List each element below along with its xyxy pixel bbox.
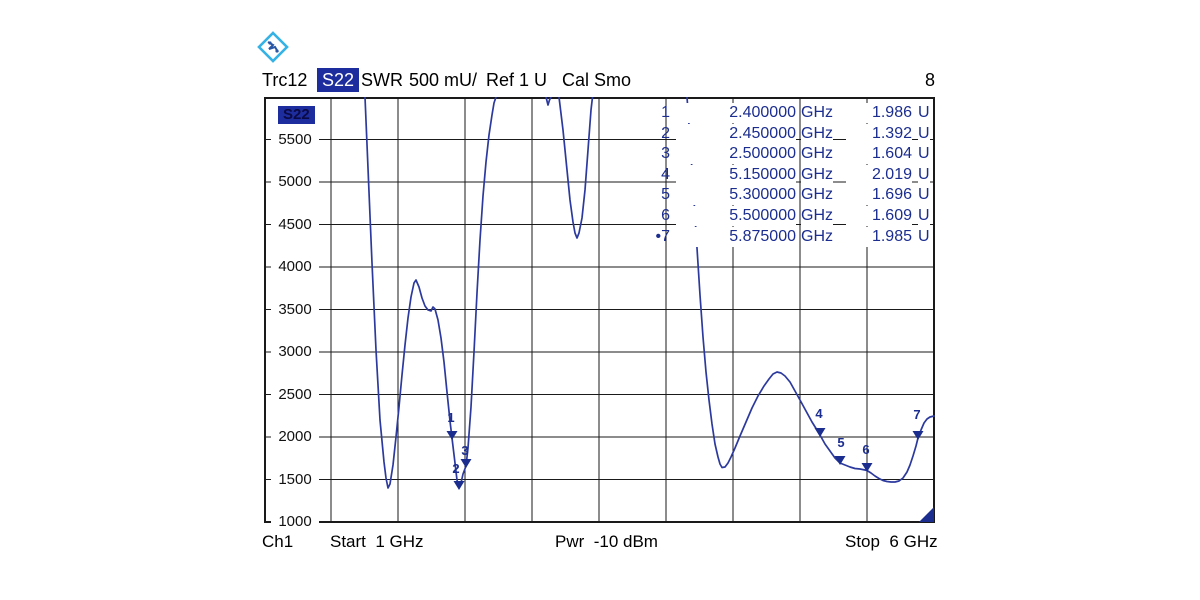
y-axis-label: 3000 — [271, 343, 319, 360]
y-axis-label: 1500 — [271, 471, 319, 488]
marker-value: 1.985 — [846, 226, 912, 247]
marker-value: 1.696 — [846, 185, 912, 205]
trace-format-label[interactable]: SWR — [361, 70, 403, 90]
trace-name-label[interactable]: Trc12 — [262, 70, 308, 90]
marker-freq-unit: GHz — [801, 123, 833, 144]
marker-value-unit: U — [918, 205, 930, 226]
marker-frequency: 5.500000 — [676, 205, 796, 226]
marker-6-label: 6 — [862, 442, 870, 457]
y-axis-label: 1000 — [271, 513, 319, 530]
marker-3-label: 3 — [461, 443, 469, 458]
marker-table-row[interactable]: 4 5.150000 GHz 2.019 U — [648, 164, 940, 185]
stop-frequency-label[interactable]: Stop 6 GHz — [845, 532, 938, 551]
marker-value: 1.604 — [846, 144, 912, 164]
marker-freq-unit: GHz — [801, 164, 833, 185]
marker-frequency: 2.500000 — [676, 144, 796, 164]
marker-table-row[interactable]: 5 5.300000 GHz 1.696 U — [648, 185, 940, 205]
y-axis-label: 5500 — [271, 131, 319, 148]
power-label[interactable]: Pwr -10 dBm — [555, 532, 658, 551]
marker-7-label: 7 — [913, 407, 921, 422]
rs-logo-icon — [257, 31, 289, 63]
marker-number: 1 — [661, 104, 670, 121]
y-axis-label: 4500 — [271, 216, 319, 233]
marker-value-unit: U — [918, 144, 930, 164]
marker-number: 3 — [661, 145, 670, 162]
marker-frequency: 5.150000 — [676, 164, 796, 185]
marker-4-triangle[interactable] — [814, 428, 826, 437]
marker-frequency: 2.400000 — [676, 103, 796, 123]
marker-value: 1.392 — [846, 123, 912, 144]
marker-table-row[interactable]: 2 2.450000 GHz 1.392 U — [648, 123, 940, 144]
marker-5-label: 5 — [837, 435, 845, 450]
y-axis-label: 4000 — [271, 258, 319, 275]
page-number: 8 — [924, 70, 935, 90]
y-axis-label: 2000 — [271, 428, 319, 445]
marker-number: 2 — [661, 124, 670, 142]
y-axis-label: 5000 — [271, 173, 319, 190]
marker-1-triangle[interactable] — [446, 431, 458, 440]
trace-legend-badge[interactable]: S22 — [278, 106, 315, 124]
marker-7-triangle[interactable] — [912, 431, 924, 440]
s-parameter-badge[interactable]: S22 — [317, 68, 360, 92]
marker-value-unit: U — [918, 164, 930, 185]
y-axis-label: 3500 — [271, 301, 319, 318]
corner-triangle-icon — [919, 507, 934, 522]
marker-value-unit: U — [918, 103, 930, 123]
marker-4-label: 4 — [815, 406, 823, 421]
marker-freq-unit: GHz — [801, 205, 833, 226]
marker-frequency: 5.875000 — [676, 226, 796, 247]
marker-number: •7 — [655, 227, 671, 245]
marker-table-row[interactable]: 1 2.400000 GHz 1.986 U — [648, 103, 940, 123]
marker-triangles — [446, 428, 924, 490]
marker-2-triangle[interactable] — [453, 481, 465, 490]
marker-3-triangle[interactable] — [460, 459, 472, 468]
marker-table-row[interactable]: 6 5.500000 GHz 1.609 U — [648, 205, 940, 226]
marker-number: 5 — [661, 186, 670, 203]
marker-number: 4 — [661, 165, 670, 183]
marker-5-triangle[interactable] — [834, 456, 846, 465]
marker-value: 1.609 — [846, 205, 912, 226]
marker-value-unit: U — [918, 185, 930, 205]
marker-table-row-active[interactable]: •7 5.875000 GHz 1.985 U — [648, 226, 940, 247]
marker-freq-unit: GHz — [801, 103, 833, 123]
trace-reference-label[interactable]: Ref 1 U — [486, 70, 548, 90]
marker-value-unit: U — [918, 123, 930, 144]
marker-frequency: 5.300000 — [676, 185, 796, 205]
y-axis-label: 2500 — [271, 386, 319, 403]
marker-6-triangle[interactable] — [861, 463, 873, 472]
marker-freq-unit: GHz — [801, 226, 833, 247]
cal-status-label: Cal Smo — [562, 70, 632, 90]
swr-trace[interactable] — [364, 97, 935, 489]
channel-label[interactable]: Ch1 — [262, 532, 294, 551]
marker-value: 2.019 — [846, 164, 912, 185]
marker-freq-unit: GHz — [801, 144, 833, 164]
marker-value: 1.986 — [846, 103, 912, 123]
grid-border — [264, 97, 935, 523]
marker-1-label: 1 — [447, 410, 455, 425]
marker-value-unit: U — [918, 226, 930, 247]
start-frequency-label[interactable]: Start 1 GHz — [330, 532, 424, 551]
marker-number: 6 — [661, 206, 670, 224]
marker-freq-unit: GHz — [801, 185, 833, 205]
trace-scale-label[interactable]: 500 mU/ — [409, 70, 478, 90]
marker-table-row[interactable]: 3 2.500000 GHz 1.604 U — [648, 144, 940, 164]
marker-frequency: 2.450000 — [676, 123, 796, 144]
marker-2-label: 2 — [452, 461, 460, 476]
